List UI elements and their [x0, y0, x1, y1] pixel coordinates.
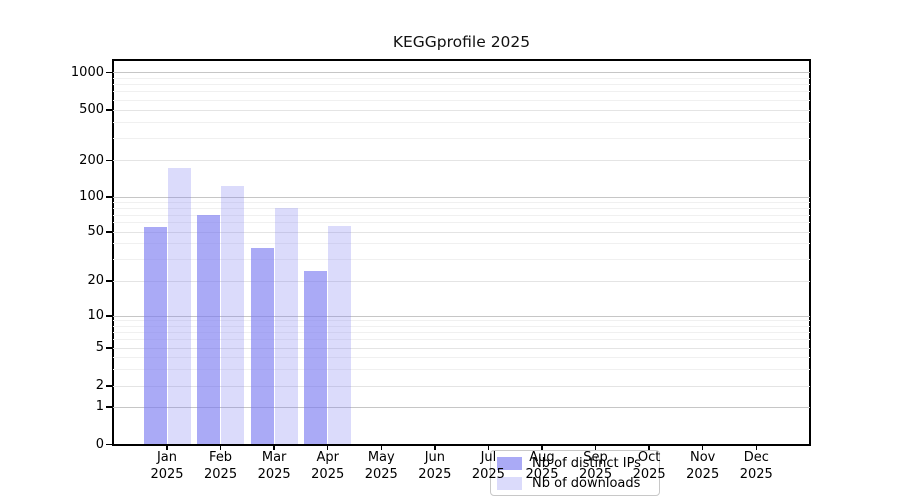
legend-swatch-downloads: [497, 476, 522, 490]
y-tick-label-0: 0: [95, 436, 104, 452]
y-tick-mark-10: [106, 315, 113, 317]
x-tick-label-sep-2025: Sep 2025: [579, 450, 613, 482]
y-gridline-200: [113, 160, 810, 161]
x-tick-mark-may-2025: [380, 444, 382, 450]
bar-feb-2025-nb-of-distinct-ips: [197, 215, 221, 445]
x-tick-label-mar-2025: Mar 2025: [257, 450, 291, 482]
y-gridline-minor: [113, 331, 810, 333]
x-tick-label-oct-2025: Oct 2025: [632, 450, 666, 482]
y-tick-mark-20: [106, 280, 113, 282]
x-tick-mark-nov-2025: [702, 444, 704, 450]
x-tick-label-may-2025: May 2025: [364, 450, 398, 482]
y-gridline-1000: [113, 72, 810, 73]
x-tick-label-jul-2025: Jul 2025: [471, 450, 505, 482]
y-tick-label-20: 20: [87, 273, 104, 288]
y-gridline-minor: [113, 320, 810, 322]
y-tick-mark-100: [106, 196, 113, 198]
legend-item-downloads: Nb of downloads: [491, 475, 659, 492]
y-gridline-minor: [113, 368, 810, 370]
x-tick-mark-jan-2025: [166, 444, 168, 450]
y-tick-label-100: 100: [79, 189, 104, 204]
x-tick-mark-sep-2025: [594, 444, 597, 450]
y-gridline-50: [113, 231, 810, 233]
y-tick-mark-500: [106, 109, 113, 111]
y-gridline-minor: [113, 91, 810, 93]
y-tick-label-50: 50: [87, 224, 104, 239]
y-gridline-minor: [113, 356, 810, 358]
bar-mar-2025-nb-of-distinct-ips: [250, 248, 274, 445]
x-tick-label-jan-2025: Jan 2025: [150, 450, 184, 482]
x-tick-mark-dec-2025: [755, 444, 757, 450]
x-tick-mark-aug-2025: [541, 444, 543, 450]
y-gridline-500: [113, 109, 810, 111]
y-tick-mark-2: [106, 385, 113, 387]
y-tick-label-500: 500: [79, 102, 104, 117]
legend-label-distinct-ips: Nb of distinct IPs: [532, 455, 641, 471]
x-tick-label-feb-2025: Feb 2025: [204, 450, 238, 482]
y-tick-label-2: 2: [95, 378, 104, 393]
y-tick-label-5: 5: [95, 340, 104, 355]
bar-apr-2025-nb-of-downloads: [328, 226, 352, 445]
y-gridline-minor: [113, 77, 810, 79]
y-gridline-minor: [113, 243, 810, 245]
legend-item-distinct-ips: Nb of distinct IPs: [491, 455, 659, 472]
legend-swatch-distinct-ips: [497, 456, 522, 470]
bar-jan-2025-nb-of-downloads: [167, 167, 191, 445]
x-tick-label-aug-2025: Aug 2025: [525, 450, 559, 482]
y-tick-label-1000: 1000: [70, 64, 104, 80]
x-tick-mark-feb-2025: [219, 444, 222, 450]
y-gridline-minor: [113, 325, 810, 327]
y-tick-label-1: 1: [95, 399, 104, 414]
x-tick-mark-jun-2025: [434, 444, 436, 450]
plot-area: Nb of distinct IPs Nb of downloads: [106, 59, 811, 496]
y-gridline-minor: [113, 99, 810, 101]
y-gridline-minor: [113, 137, 810, 139]
x-tick-mark-mar-2025: [273, 444, 275, 450]
x-tick-mark-jul-2025: [487, 444, 490, 450]
y-tick-mark-5: [106, 347, 113, 349]
y-gridline-minor: [113, 339, 810, 341]
y-tick-mark-0: [106, 443, 113, 446]
y-gridline-10: [113, 315, 810, 317]
bar-mar-2025-nb-of-downloads: [274, 207, 298, 445]
y-tick-mark-50: [106, 231, 113, 233]
y-gridline-100: [113, 196, 810, 198]
x-tick-label-apr-2025: Apr 2025: [311, 450, 345, 482]
y-tick-mark-1: [106, 406, 113, 408]
right-spine: [809, 59, 811, 445]
bar-feb-2025-nb-of-downloads: [221, 185, 245, 445]
y-gridline-minor: [113, 214, 810, 216]
y-tick-mark-1000: [106, 71, 113, 74]
x-tick-label-nov-2025: Nov 2025: [686, 450, 720, 482]
y-gridline-2: [113, 385, 810, 387]
left-spine: [112, 59, 114, 445]
legend-label-downloads: Nb of downloads: [532, 475, 641, 491]
legend: Nb of distinct IPs Nb of downloads: [490, 450, 660, 496]
y-gridline-minor: [113, 258, 810, 260]
x-axis-line: [112, 443, 811, 446]
y-gridline-5: [113, 347, 810, 349]
y-gridline-20: [113, 280, 810, 282]
bar-jan-2025-nb-of-distinct-ips: [143, 227, 167, 445]
x-tick-label-dec-2025: Dec 2025: [739, 450, 773, 482]
bar-apr-2025-nb-of-distinct-ips: [304, 271, 328, 445]
y-gridline-1: [113, 406, 810, 408]
top-spine: [112, 59, 811, 61]
x-tick-mark-apr-2025: [327, 444, 329, 450]
y-tick-label-10: 10: [87, 308, 104, 323]
y-tick-label-200: 200: [79, 152, 104, 168]
y-gridline-minor: [113, 84, 810, 86]
y-gridline-minor: [113, 121, 810, 123]
y-tick-mark-200: [106, 159, 113, 162]
x-tick-label-jun-2025: Jun 2025: [418, 450, 452, 482]
x-tick-mark-oct-2025: [648, 444, 650, 450]
y-gridline-minor: [113, 222, 810, 224]
y-gridline-minor: [113, 207, 810, 209]
y-gridline-minor: [113, 201, 810, 203]
chart-title: KEGGprofile 2025: [392, 33, 531, 51]
